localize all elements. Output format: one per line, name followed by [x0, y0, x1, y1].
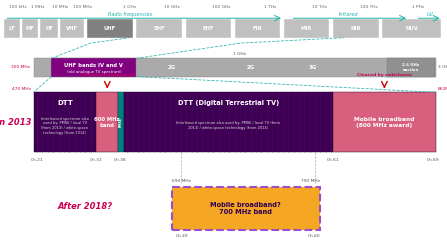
Text: 1 MHz: 1 MHz — [31, 5, 45, 9]
Bar — [333, 92, 436, 152]
Text: (old analogue TV spectrum): (old analogue TV spectrum) — [67, 70, 121, 74]
Text: VHF: VHF — [66, 26, 78, 31]
Text: 3 GHz: 3 GHz — [438, 65, 447, 69]
Text: 790 MHz: 790 MHz — [301, 179, 320, 183]
Text: Interleaved spectrum also
used by: PMSE / local TV
(from 2013) / white-space
tec: Interleaved spectrum also used by: PMSE … — [41, 117, 89, 135]
Text: Ch.69: Ch.69 — [426, 158, 439, 162]
Text: Cleared by switchover: Cleared by switchover — [357, 73, 412, 77]
Bar — [387, 58, 435, 77]
Text: Ch.61: Ch.61 — [327, 158, 339, 162]
Text: 1 THz: 1 THz — [264, 5, 277, 9]
Text: 2G: 2G — [168, 65, 176, 70]
Bar — [34, 58, 436, 77]
Text: Ch.31: Ch.31 — [90, 158, 102, 162]
Text: DTT: DTT — [57, 100, 73, 106]
Text: 100 GHz: 100 GHz — [212, 5, 231, 9]
Bar — [124, 92, 333, 152]
Text: 1 GHz: 1 GHz — [123, 5, 136, 9]
Text: 600 MHz
band: 600 MHz band — [94, 117, 120, 128]
Text: 862MHz: 862MHz — [438, 87, 447, 91]
Bar — [34, 92, 96, 152]
Text: 2.6 GHz
auction: 2.6 GHz auction — [402, 63, 419, 72]
Text: FIR: FIR — [253, 26, 262, 31]
Text: Cleared by switchover: Cleared by switchover — [80, 73, 135, 77]
Text: 100 kHz: 100 kHz — [9, 5, 27, 9]
Bar — [136, 19, 182, 38]
Text: 10 MHz: 10 MHz — [52, 5, 68, 9]
Bar — [60, 19, 84, 38]
Text: DTT (Digital Terrestrial TV): DTT (Digital Terrestrial TV) — [178, 100, 279, 106]
Text: UHF: UHF — [104, 26, 116, 31]
Bar — [87, 19, 133, 38]
Text: UHF bands IV and V: UHF bands IV and V — [64, 62, 123, 68]
Text: 3G: 3G — [309, 65, 317, 70]
Text: HF: HF — [45, 26, 53, 31]
Bar — [22, 19, 38, 38]
Text: Infrared: Infrared — [339, 12, 358, 17]
Bar — [284, 19, 329, 38]
Text: MIR: MIR — [301, 26, 312, 31]
Text: LF: LF — [8, 26, 16, 31]
Text: Mobile broadband
(800 MHz award): Mobile broadband (800 MHz award) — [354, 117, 415, 128]
Bar — [186, 19, 231, 38]
Text: In 2013: In 2013 — [0, 118, 31, 127]
Bar — [333, 19, 379, 38]
Bar — [96, 92, 118, 152]
Bar — [4, 19, 20, 38]
Text: Interleaved spectrum also used by: PMSE / local TV (from
2013) / white-space tec: Interleaved spectrum also used by: PMSE … — [177, 122, 280, 130]
Text: 694 MHz: 694 MHz — [172, 179, 191, 183]
Text: Ch.38: Ch.38 — [114, 158, 126, 162]
Text: PMSE: PMSE — [119, 117, 123, 127]
Text: NUV: NUV — [405, 26, 418, 31]
Bar — [51, 58, 136, 77]
Text: 10 THz: 10 THz — [312, 5, 327, 9]
Bar — [382, 19, 441, 38]
Bar — [235, 19, 280, 38]
Text: MF: MF — [25, 26, 34, 31]
Text: EHF: EHF — [202, 26, 214, 31]
Text: 1 PHz: 1 PHz — [412, 5, 424, 9]
Text: After 2018?: After 2018? — [57, 202, 113, 211]
Text: Ch.21: Ch.21 — [30, 158, 43, 162]
Text: NIR: NIR — [350, 26, 361, 31]
Text: 1 GHz: 1 GHz — [232, 52, 246, 56]
Bar — [40, 19, 58, 38]
Text: Ch.60: Ch.60 — [308, 234, 320, 238]
Text: 300 MHz: 300 MHz — [11, 65, 30, 69]
Text: UV: UV — [426, 12, 434, 17]
Text: Ch.49: Ch.49 — [176, 234, 188, 238]
Text: 10 GHz: 10 GHz — [164, 5, 180, 9]
Bar — [118, 92, 124, 152]
Text: 100 THz: 100 THz — [360, 5, 378, 9]
Text: 100 MHz: 100 MHz — [73, 5, 92, 9]
Text: 470 MHz: 470 MHz — [13, 87, 31, 91]
Text: 2G: 2G — [246, 65, 254, 70]
Bar — [172, 187, 320, 230]
Text: SHF: SHF — [153, 26, 165, 31]
Text: Mobile broadband?
700 MHz band: Mobile broadband? 700 MHz band — [211, 202, 281, 215]
Text: Radio frequencies: Radio frequencies — [108, 12, 152, 17]
